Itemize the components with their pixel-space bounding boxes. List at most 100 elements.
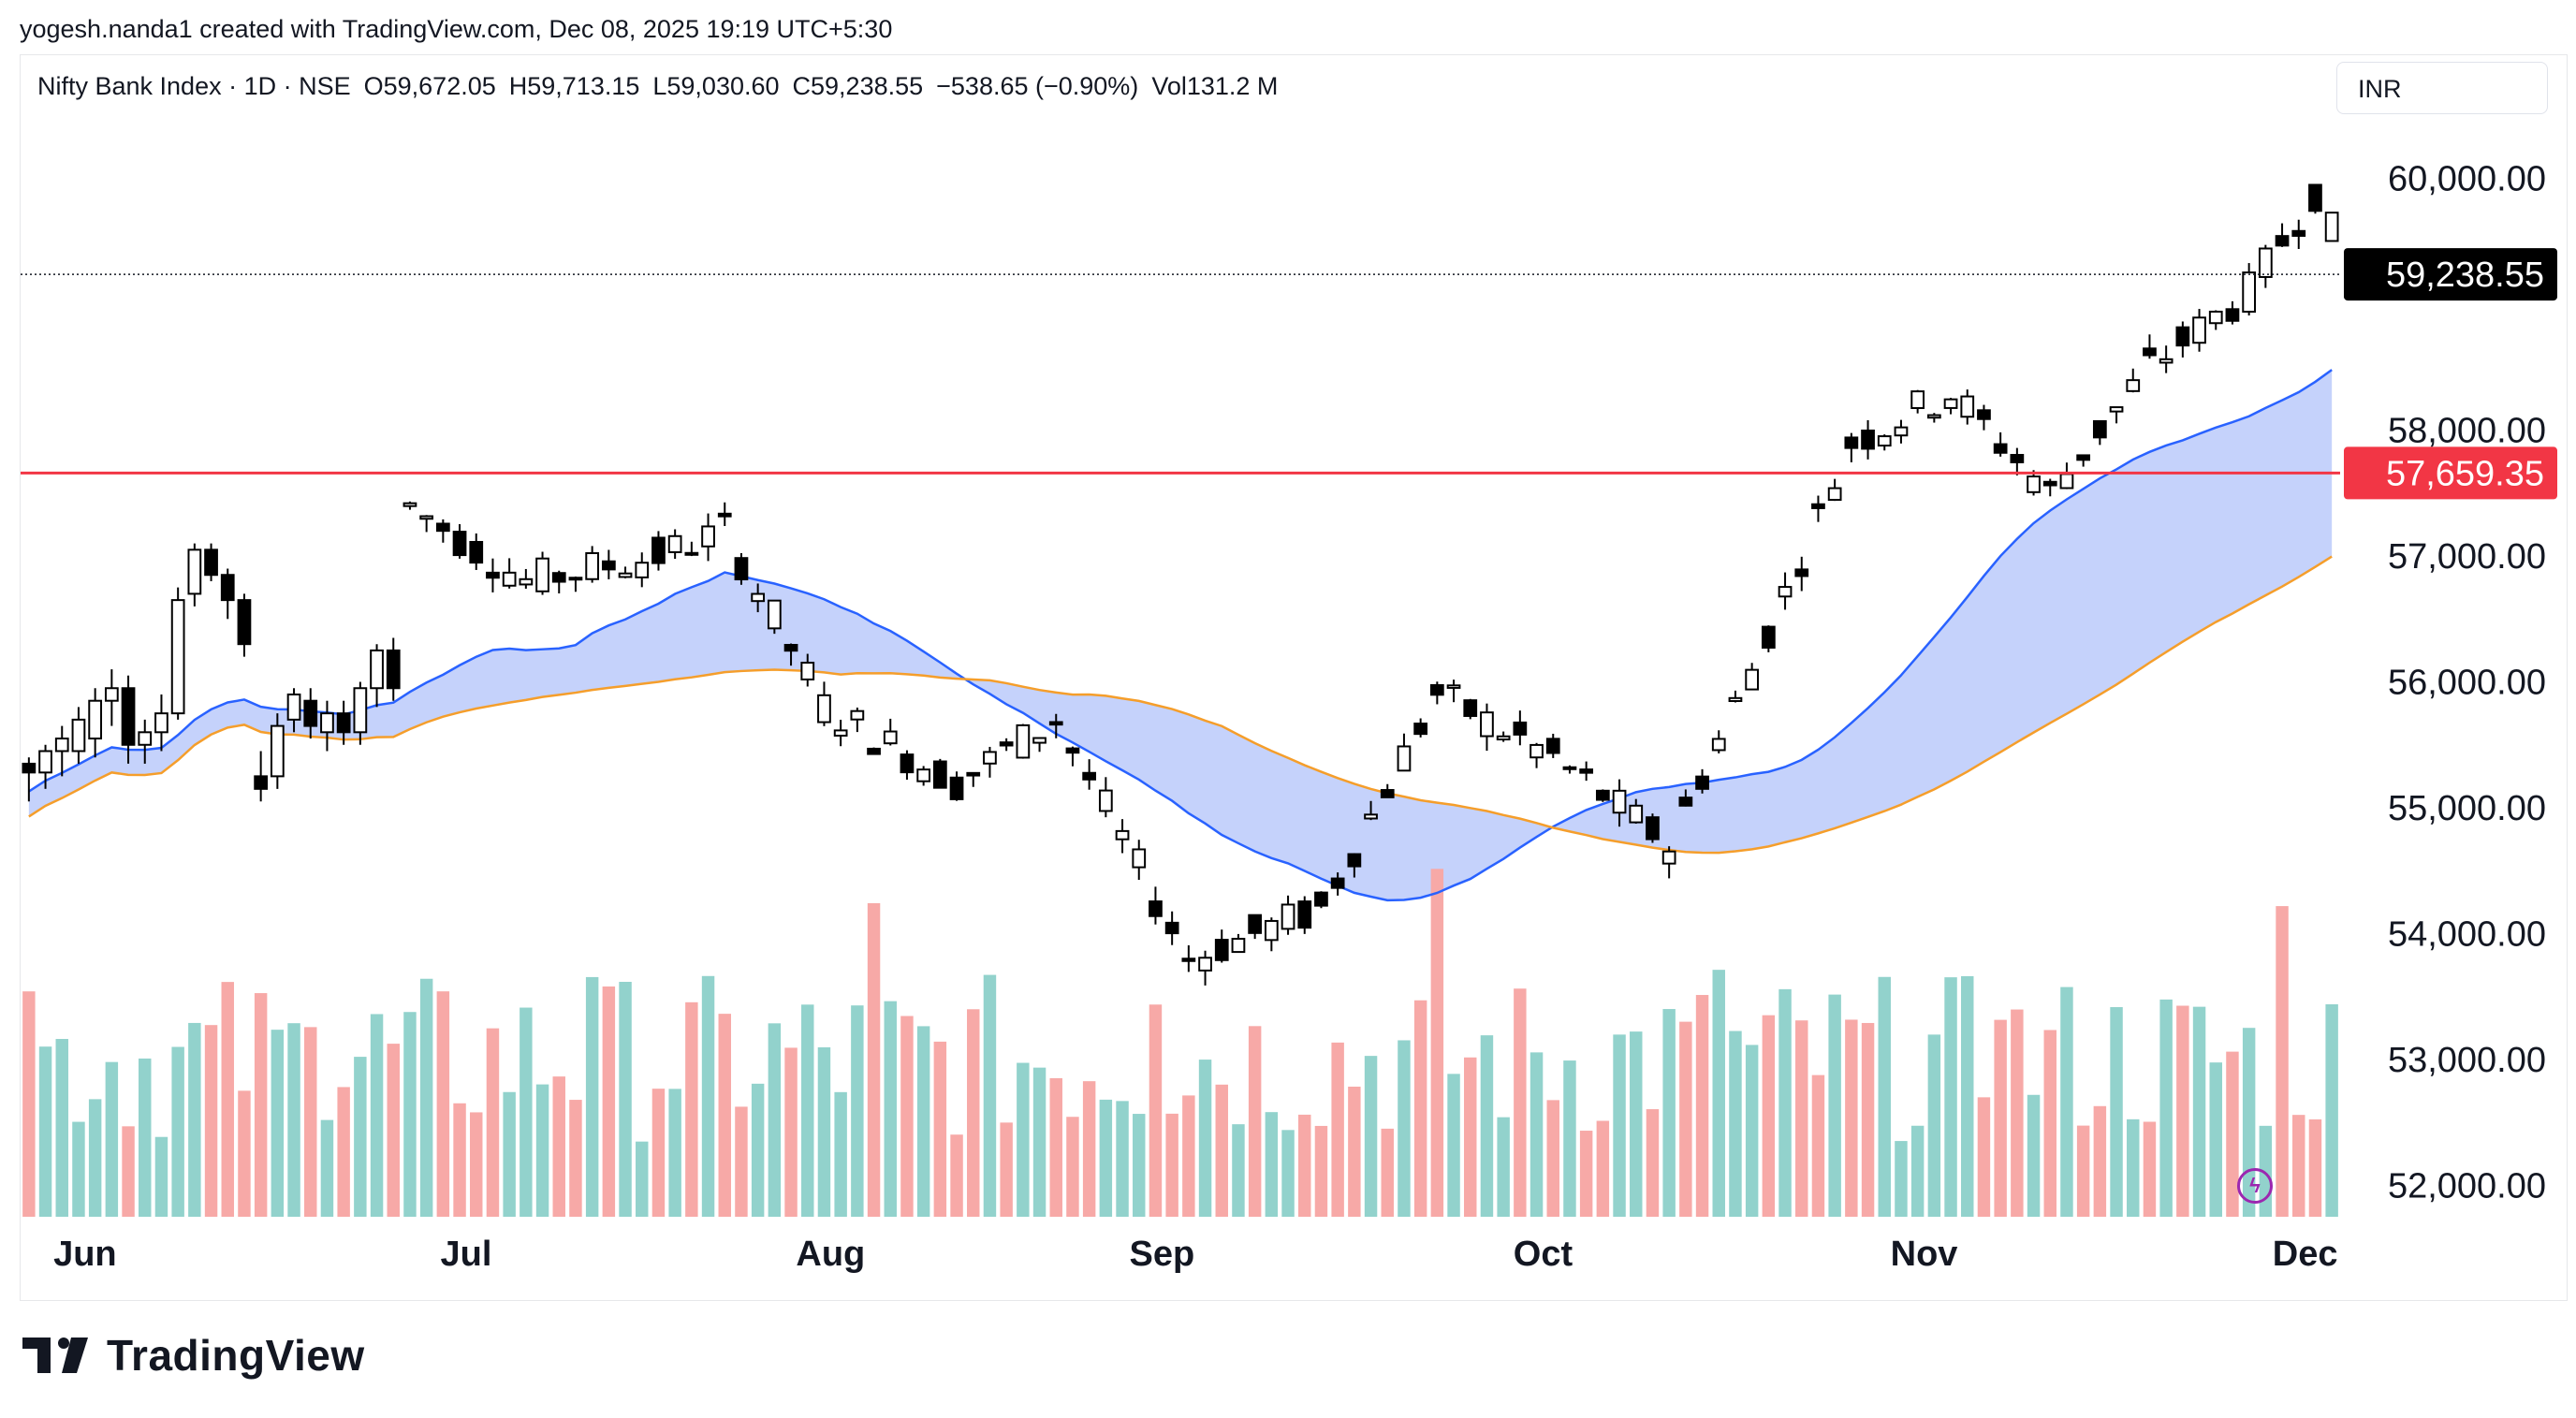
volume-bar bbox=[1579, 1131, 1593, 1217]
x-axis-tick-label: Sep bbox=[1129, 1235, 1194, 1274]
volume-bar bbox=[1745, 1045, 1759, 1217]
candle-body bbox=[1778, 586, 1793, 598]
candle-body bbox=[2109, 406, 2124, 413]
candle-body bbox=[353, 687, 368, 734]
candle-body bbox=[2126, 379, 2141, 392]
candle-body bbox=[949, 776, 964, 800]
legend-low: L59,030.60 bbox=[652, 72, 780, 100]
candle-body bbox=[121, 687, 136, 746]
tradingview-logo-text: TradingView bbox=[107, 1331, 365, 1380]
last-price-badge bbox=[2344, 248, 2557, 301]
volume-bar bbox=[1017, 1062, 1030, 1217]
candle-body bbox=[2175, 326, 2190, 347]
x-axis-tick-label: Dec bbox=[2273, 1235, 2338, 1274]
volume-bar bbox=[2176, 1005, 2189, 1217]
y-axis-tick-label: 52,000.00 bbox=[2388, 1166, 2546, 1206]
volume-bar bbox=[1032, 1067, 1046, 1217]
volume-bar bbox=[2043, 1030, 2056, 1217]
candle-body bbox=[486, 571, 500, 579]
volume-bar bbox=[1265, 1112, 1279, 1217]
volume-bar bbox=[1613, 1034, 1626, 1217]
volume-bar bbox=[1646, 1109, 1660, 1217]
candle-body bbox=[386, 649, 401, 690]
candle-body bbox=[1761, 625, 1776, 649]
flash-icon[interactable]: ϟ bbox=[2237, 1168, 2273, 1204]
volume-bar bbox=[1133, 1114, 1146, 1217]
volume-bar bbox=[636, 1141, 649, 1217]
volume-bar bbox=[1712, 970, 1725, 1217]
candle-body bbox=[568, 577, 583, 581]
candle-body bbox=[1993, 443, 2008, 454]
volume-bar bbox=[453, 1103, 466, 1217]
volume-bar bbox=[188, 1022, 201, 1217]
candle-body bbox=[1960, 395, 1975, 418]
volume-bar bbox=[2060, 987, 2073, 1217]
candle-body bbox=[1646, 816, 1660, 841]
fast-ma-line bbox=[28, 369, 2333, 902]
currency-selector[interactable]: INR bbox=[2336, 62, 2548, 114]
volume-bar bbox=[1895, 1141, 1908, 1217]
slow-ma-line bbox=[28, 555, 2333, 855]
candle-body bbox=[751, 592, 766, 603]
candle-body bbox=[2242, 271, 2257, 314]
volume-bar bbox=[1530, 1052, 1544, 1217]
volume-bar bbox=[2143, 1121, 2157, 1217]
candle-body bbox=[1861, 429, 1875, 450]
candle-body bbox=[435, 522, 450, 533]
y-axis-tick-label: 58,000.00 bbox=[2388, 412, 2546, 451]
volume-bar bbox=[1961, 975, 1974, 1217]
candle-body bbox=[54, 738, 69, 753]
volume-bar bbox=[204, 1025, 218, 1217]
candle-body bbox=[817, 694, 831, 724]
candle-body bbox=[154, 712, 168, 734]
y-axis-tick-label: 55,000.00 bbox=[2388, 789, 2546, 828]
volume-bar bbox=[1331, 1042, 1344, 1217]
volume-bar bbox=[320, 1119, 334, 1217]
legend-symbol[interactable]: Nifty Bank Index · 1D · NSE bbox=[37, 72, 351, 100]
candle-body bbox=[2192, 316, 2206, 344]
candle-body bbox=[1380, 789, 1395, 798]
chart-frame bbox=[20, 54, 2568, 1301]
volume-bar bbox=[817, 1046, 831, 1217]
volume-bar bbox=[1298, 1114, 1311, 1217]
candle-body bbox=[900, 753, 915, 774]
volume-bar bbox=[2110, 1007, 2123, 1217]
candle-body bbox=[983, 751, 997, 765]
candle-body bbox=[1579, 768, 1594, 774]
volume-bar bbox=[1281, 1130, 1295, 1217]
candle-body bbox=[2258, 247, 2273, 278]
y-axis-tick-label: 56,000.00 bbox=[2388, 664, 2546, 703]
candle-body bbox=[966, 771, 981, 777]
candle-body bbox=[1943, 398, 1958, 409]
candle-body bbox=[1032, 737, 1046, 744]
candle-body bbox=[684, 551, 699, 556]
volume-bar bbox=[1695, 995, 1709, 1217]
candle-body bbox=[170, 599, 185, 715]
volume-bar bbox=[1729, 1031, 1742, 1217]
volume-bar bbox=[668, 1089, 681, 1217]
volume-bar bbox=[1099, 1099, 1113, 1217]
candle-body bbox=[204, 548, 218, 577]
candle-body bbox=[2076, 454, 2091, 461]
volume-bar bbox=[1546, 1100, 1559, 1217]
candle-body bbox=[618, 572, 633, 578]
volume-bar bbox=[884, 1001, 897, 1217]
candle-body bbox=[1595, 789, 1610, 801]
volume-bar bbox=[354, 1057, 367, 1217]
candle-body bbox=[1098, 789, 1113, 812]
volume-bar bbox=[1927, 1034, 1941, 1217]
candle-body bbox=[2291, 229, 2306, 237]
candle-body bbox=[336, 712, 351, 734]
volume-bar bbox=[1447, 1074, 1460, 1217]
volume-bar bbox=[2226, 1051, 2239, 1217]
candle-body bbox=[1695, 775, 1709, 790]
candle-body bbox=[850, 709, 865, 721]
candle-body bbox=[2225, 308, 2240, 322]
candle-body bbox=[71, 718, 86, 753]
candle-body bbox=[1364, 813, 1378, 820]
tradingview-logo[interactable]: TradingView bbox=[22, 1327, 365, 1383]
volume-bar bbox=[72, 1121, 85, 1217]
candle-body bbox=[2143, 347, 2157, 357]
candle-body bbox=[800, 662, 815, 680]
